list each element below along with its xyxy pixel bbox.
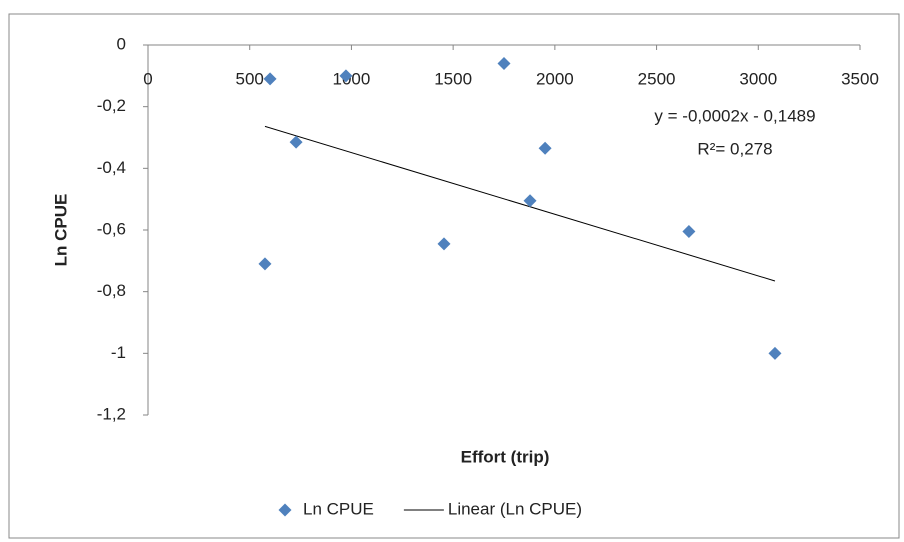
x-axis-title: Effort (trip) [461,447,550,466]
x-tick-label: 2000 [536,69,574,88]
legend-label: Ln CPUE [303,499,374,518]
point [263,72,277,86]
point [258,257,272,271]
y-tick-label: -0,4 [97,158,126,177]
legend-marker [278,503,292,517]
x-tick-label: 500 [236,69,264,88]
x-tick-label: 2500 [638,69,676,88]
x-tick-label: 3000 [739,69,777,88]
chart-frame [8,13,900,539]
point [768,346,782,360]
point [523,194,537,208]
point [682,225,696,239]
x-tick-label: 1000 [333,69,371,88]
trendline [264,125,776,282]
trendline-equation: y = -0,0002x - 0,1489 [654,106,815,125]
trendline-r2: R²= 0,278 [697,139,772,158]
point [437,237,451,251]
point [538,141,552,155]
x-tick-label: 1500 [434,69,472,88]
legend-label: Linear (Ln CPUE) [448,499,582,518]
x-tick-label: 0 [143,69,152,88]
y-tick-label: -0,6 [97,219,126,238]
point [339,69,353,83]
y-tick-label: 0 [117,34,126,53]
point [289,135,303,149]
y-tick-label: -1,2 [97,404,126,423]
y-tick-label: -1 [111,343,126,362]
y-axis-title: Ln CPUE [51,194,70,267]
x-tick-label: 3500 [841,69,879,88]
point [497,57,511,70]
y-tick-label: -0,8 [97,281,126,300]
y-tick-label: -0,2 [97,96,126,115]
